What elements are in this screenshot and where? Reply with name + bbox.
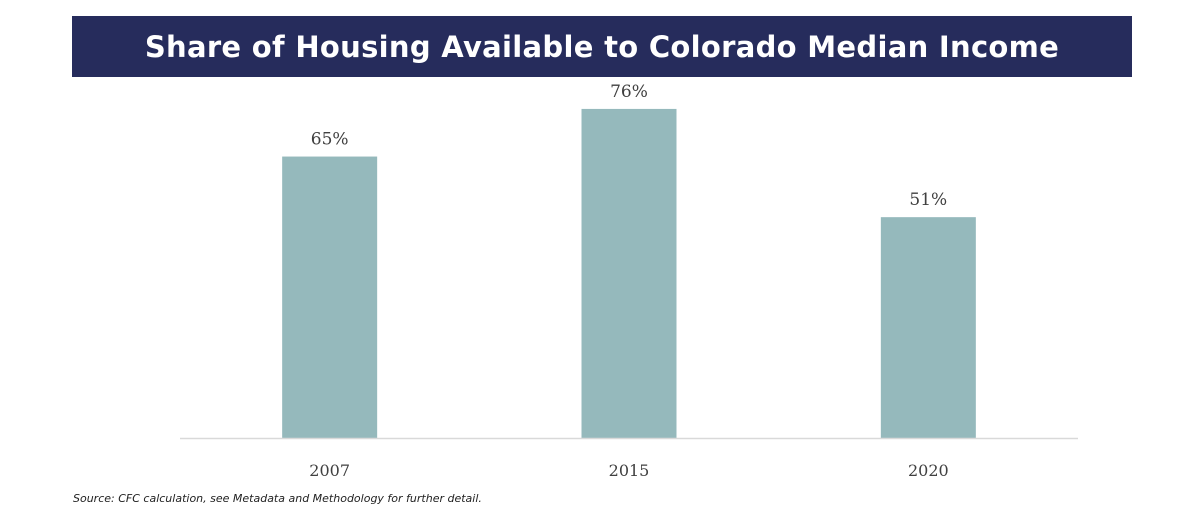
x-tick-label-2007: 2007 <box>309 461 350 480</box>
data-label-2007: 65% <box>311 130 349 150</box>
source-note: Source: CFC calculation, see Metadata an… <box>73 492 482 505</box>
bar-2020 <box>880 217 976 438</box>
bar-2015 <box>581 108 677 439</box>
x-tick-label-2015: 2015 <box>609 461 650 480</box>
data-label-2015: 76% <box>610 82 648 102</box>
x-tick-label-2020: 2020 <box>908 461 949 480</box>
data-label-2020: 51% <box>909 190 947 210</box>
chart-title: Share of Housing Available to Colorado M… <box>144 29 1060 64</box>
bar-2007 <box>282 156 378 439</box>
title-banner: Share of Housing Available to Colorado M… <box>72 16 1132 77</box>
